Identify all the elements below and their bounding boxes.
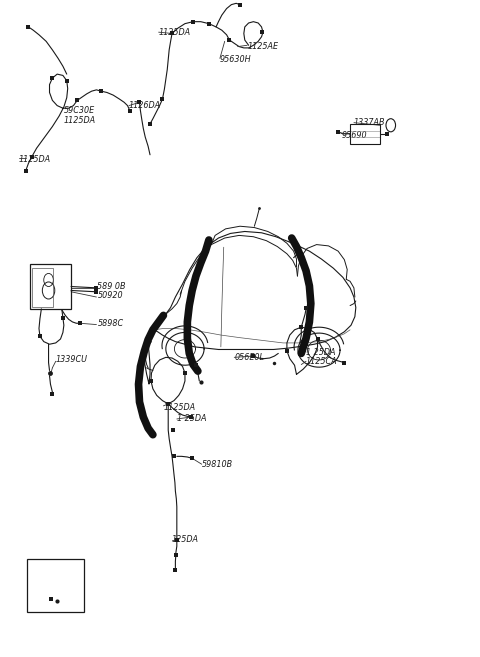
Text: 95630H: 95630H — [220, 55, 252, 64]
Bar — [32, 267, 53, 307]
Text: 59C30E: 59C30E — [64, 106, 95, 116]
Text: 1126DA: 1126DA — [129, 101, 161, 110]
Text: 1129ECI: 1129ECI — [33, 561, 67, 570]
Text: 50920: 50920 — [97, 291, 123, 300]
Text: 1125DA: 1125DA — [158, 28, 191, 37]
Text: 1125DA: 1125DA — [19, 155, 51, 164]
Text: 056E0L: 056E0L — [234, 353, 264, 362]
Text: 1125DA: 1125DA — [163, 403, 195, 412]
Text: 1125CA: 1125CA — [306, 357, 337, 366]
Text: 1337AB: 1337AB — [354, 118, 385, 127]
Text: 59810B: 59810B — [202, 460, 233, 468]
Text: 1 25DA: 1 25DA — [177, 415, 206, 424]
Bar — [27, 559, 84, 612]
Text: 95690: 95690 — [341, 131, 367, 139]
Text: 1125DA: 1125DA — [64, 116, 96, 125]
Text: 5898C: 5898C — [97, 319, 123, 328]
Text: 125DA: 125DA — [172, 535, 199, 544]
Text: 589 0B: 589 0B — [97, 282, 126, 291]
Bar — [350, 124, 380, 144]
Bar — [30, 264, 71, 309]
Text: 1125AE: 1125AE — [247, 42, 278, 51]
Text: 1 25DA: 1 25DA — [306, 348, 336, 357]
Text: 1339CU: 1339CU — [56, 355, 88, 365]
